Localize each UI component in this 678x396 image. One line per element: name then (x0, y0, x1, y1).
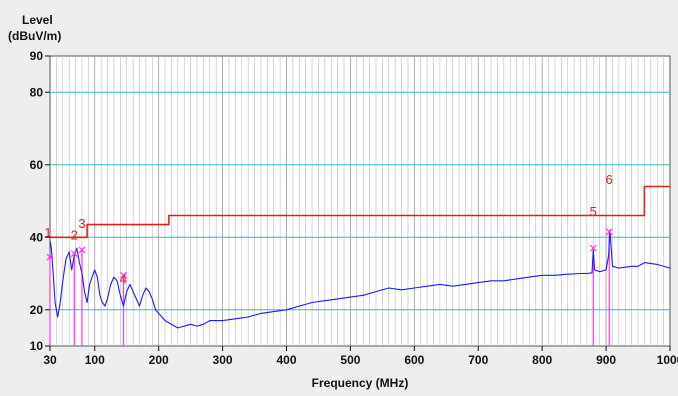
y-tick-label: 80 (30, 85, 44, 99)
marker-label-5: 5 (590, 204, 597, 219)
major-gridlines (50, 91, 670, 311)
x-tick-label: 400 (276, 353, 296, 367)
marker-label-1: 1 (44, 225, 51, 240)
marker-symbols-layer (46, 228, 613, 279)
limit-line (50, 185, 670, 239)
x-axis-label: Frequency (MHz) (312, 376, 409, 390)
marker-symbol-1 (46, 253, 54, 261)
y-axis-label-line1: Level (22, 13, 53, 27)
marker-symbol-6 (605, 228, 613, 236)
x-tick-label: 700 (468, 353, 488, 367)
plot-area (49, 55, 671, 347)
x-tick-label: 300 (213, 353, 233, 367)
marker-symbol-3 (78, 246, 86, 254)
measured-trace-line (49, 229, 671, 329)
x-tick-label: 100 (85, 353, 105, 367)
x-tick-label: 200 (149, 353, 169, 367)
y-axis-label-line2: (dBuV/m) (8, 29, 61, 43)
x-tick-label: 800 (532, 353, 552, 367)
marker-label-6: 6 (606, 172, 613, 187)
y-tick-label: 60 (30, 158, 44, 172)
marker-symbol-5 (589, 244, 597, 252)
marker-symbol-2 (70, 250, 78, 257)
trace-layer (49, 229, 671, 329)
limit-line-layer (50, 185, 670, 239)
x-axis-ticks: 30 100 200 300 400 500 600 700 800 900 1000 (43, 346, 678, 367)
x-tick-label: 1000 (657, 353, 678, 367)
marker-label-4: 4 (120, 271, 127, 286)
y-tick-label: 40 (30, 230, 44, 244)
x-tick-label: 30 (43, 353, 57, 367)
marker-label-2: 2 (71, 228, 78, 243)
marker-label-3: 3 (78, 216, 85, 231)
y-tick-label: 20 (30, 303, 44, 317)
x-tick-label: 500 (340, 353, 360, 367)
y-tick-label: 10 (30, 339, 44, 353)
x-tick-label: 900 (596, 353, 616, 367)
x-tick-label: 600 (404, 353, 424, 367)
y-axis-ticks: 10 20 40 60 80 90 (30, 49, 50, 353)
y-tick-label: 90 (30, 49, 44, 63)
marker-symbol-4 (120, 271, 127, 279)
